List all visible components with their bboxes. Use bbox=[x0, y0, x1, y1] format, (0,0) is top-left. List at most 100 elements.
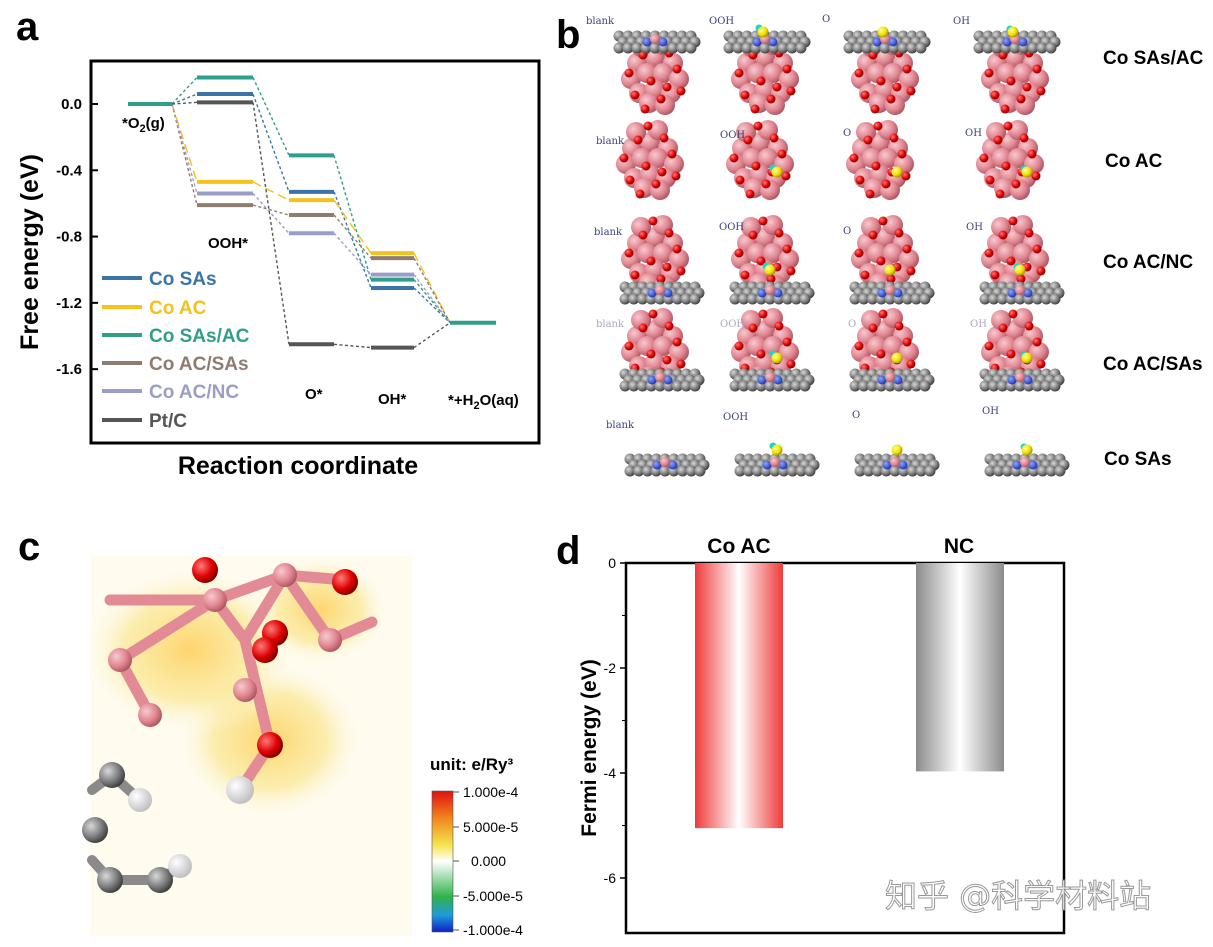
co-ac-nc-blank-oxygen-atom bbox=[646, 256, 656, 266]
co-ac-oh-oxygen-atom bbox=[979, 153, 989, 163]
co-ac-sas-oh-oxygen-atom bbox=[1008, 309, 1018, 319]
co-sas-ac-oh-oxygen-atom bbox=[1036, 86, 1046, 96]
col-label-ooh-r4: OOH bbox=[720, 319, 745, 330]
co-ac-nc-o-carbon-atom bbox=[902, 293, 913, 305]
co-ac-oh-adsorbed-oxygen-atom bbox=[1021, 166, 1033, 178]
co-sas-o-nitrogen-atom bbox=[898, 460, 908, 470]
co-sas-ac-oh-oxygen-atom bbox=[1032, 64, 1042, 74]
panel-letter-d: d bbox=[556, 529, 580, 573]
co-ac-oh-oxygen-atom bbox=[1019, 133, 1029, 143]
co-ac-sas-oh-carbon-atom bbox=[988, 380, 1000, 392]
co-ac-sas-blank-cobalt-atom bbox=[655, 372, 665, 382]
panel-d-frame bbox=[624, 561, 1066, 935]
co-ac-sas-o-oxygen-atom bbox=[854, 341, 864, 351]
co-ac-sas-oh-cobalt-atom bbox=[1015, 372, 1025, 382]
co-ac-sas-ooh-carbon-atom bbox=[747, 380, 758, 392]
co-sas-ac-ooh-carbon-atom bbox=[786, 42, 798, 54]
co-ac-sas-blank-oxygen-atom bbox=[664, 321, 674, 331]
oxygen-atom bbox=[192, 557, 218, 583]
colorbar-ticks: 1.000e-4 5.000e-5 0.000 -5.000e-5 -1.000… bbox=[453, 784, 523, 938]
co-ac-nc-oh-oxygen-atom bbox=[1008, 216, 1018, 226]
co-ac-nc-o-adsorbed-oxygen-atom bbox=[884, 264, 896, 276]
co-sas-ac-blank-nitrogen-atom bbox=[642, 37, 652, 47]
co-sas-ooh-carbon-atom bbox=[752, 465, 763, 477]
colorbar-tick-1: 1.000e-4 bbox=[463, 784, 518, 800]
connector-co-ac-sas bbox=[171, 103, 198, 206]
co-ac-sas-ooh-carbon-atom bbox=[790, 380, 802, 392]
panel-a-legend: Co SAs Co AC Co SAs/AC Co AC/SAs Co AC/N… bbox=[102, 269, 250, 432]
co-ac-nc-ooh-carbon-atom bbox=[738, 293, 750, 305]
co-ac-nc-o-carbon-atom bbox=[867, 293, 878, 305]
co-ac-nc-ooh-oxygen-atom bbox=[740, 270, 750, 280]
co-sas-ac-ooh-carbon-atom bbox=[759, 42, 771, 54]
y-tick-label: -1.6 bbox=[56, 361, 82, 378]
col-label-o-r3: O bbox=[843, 226, 851, 237]
connector-co-ac-nc bbox=[252, 193, 290, 234]
co-ac-nc-ooh-adsorbed-oxygen-atom bbox=[764, 264, 776, 276]
y-tick-label: 0.0 bbox=[61, 96, 82, 113]
co-ac-nc-blank-oxygen-atom bbox=[676, 266, 686, 276]
connector-co-sas bbox=[171, 93, 198, 105]
col-label-oh-r4: OH bbox=[970, 319, 987, 330]
col-label-oh-r1: OH bbox=[953, 16, 970, 27]
co-sas-oh-adsorbed-oxygen-atom bbox=[1021, 444, 1033, 456]
co-sas-blank-carbon-atom bbox=[685, 465, 697, 477]
co-sas-ac-ooh-carbon-atom bbox=[795, 42, 807, 54]
co-sas-ooh-carbon-atom bbox=[734, 465, 746, 477]
co-ac-nc-ooh-oxygen-atom bbox=[748, 230, 758, 240]
co-sas-ac-oh-carbon-atom bbox=[1036, 42, 1048, 54]
panel-b-row-labels: Co SAs/AC Co AC Co AC/NC Co AC/SAs Co SA… bbox=[1103, 48, 1204, 470]
co-sas-ac-o-oxygen-atom bbox=[876, 76, 886, 86]
co-sas-ac-blank-carbon-atom bbox=[613, 42, 625, 54]
panel-a-frame bbox=[89, 59, 541, 445]
co-sas-ac-blank-carbon-atom bbox=[649, 42, 661, 54]
co-sas-ac-oh-oxygen-atom bbox=[1022, 82, 1032, 92]
co-ac-sas-blank-carbon-atom bbox=[654, 380, 666, 392]
co-ac-sas-ooh-oxygen-atom bbox=[786, 359, 796, 369]
connector-co-sas-ac bbox=[333, 155, 372, 280]
carbon-atom bbox=[147, 867, 173, 893]
co-ac-sas-blank-cobalt-atom bbox=[653, 336, 673, 356]
panel-a-x-axis-label: Reaction coordinate bbox=[178, 452, 418, 480]
co-ac-ooh-oxygen-atom bbox=[735, 175, 745, 185]
carbon-atom bbox=[99, 762, 125, 788]
carbon-atom bbox=[97, 867, 123, 893]
co-ac-nc-oh-oxygen-atom bbox=[998, 230, 1008, 240]
co-ac-nc-o-cobalt-atom bbox=[885, 285, 895, 295]
co-ac-ooh-oxygen-atom bbox=[753, 121, 763, 131]
co-sas-ac-oh-cobalt-atom bbox=[1013, 63, 1033, 83]
col-label-blank-r2: blank bbox=[596, 136, 625, 147]
step-label-oh: OH* bbox=[378, 391, 407, 408]
co-ac-o-adsorbed-oxygen-atom bbox=[891, 166, 903, 178]
co-ac-nc-blank-cobalt-atom bbox=[655, 285, 665, 295]
carbon-atom bbox=[82, 817, 108, 843]
bar-label-co-ac: Co AC bbox=[707, 535, 770, 558]
co-ac-nc-oh-oxygen-atom bbox=[1024, 228, 1034, 238]
co-sas-ac-o-carbon-atom bbox=[879, 42, 891, 54]
panel-a-connectors bbox=[171, 77, 451, 349]
co-ac-ooh-adsorbed-oxygen-atom bbox=[771, 166, 783, 178]
co-ac-sas-ooh-carbon-atom bbox=[729, 380, 741, 392]
co-sas-blank-carbon-atom bbox=[677, 465, 688, 477]
co-ac-sas-oh-carbon-atom bbox=[979, 380, 991, 392]
co-ac-nc-ooh-carbon-atom bbox=[729, 293, 741, 305]
bar-co-ac bbox=[695, 563, 783, 829]
co-ac-nc-blank-oxygen-atom bbox=[662, 262, 672, 272]
co-sas-ac-oh-oxygen-atom bbox=[1016, 94, 1026, 104]
bar-nc bbox=[916, 563, 1004, 772]
y-tick-label: -0.4 bbox=[56, 162, 83, 179]
step-label-ooh: OOH* bbox=[208, 235, 248, 252]
panel-a-energy-levels bbox=[128, 75, 496, 350]
co-sas-ooh-carbon-atom bbox=[787, 465, 798, 477]
co-sas-ac-ooh-oxygen-atom bbox=[782, 64, 792, 74]
co-ac-nc-oh-carbon-atom bbox=[988, 293, 1000, 305]
co-ac-sas-o-carbon-atom bbox=[919, 380, 931, 392]
co-sas-o-carbon-atom bbox=[915, 465, 927, 477]
co-sas-ac-ooh-oxygen-atom bbox=[766, 94, 776, 104]
co-sas-ac-o-oxygen-atom bbox=[854, 68, 864, 78]
co-sas-o-cobalt-atom bbox=[890, 457, 900, 467]
co-ac-nc-blank-carbon-atom bbox=[680, 293, 692, 305]
co-ac-oh-oxygen-atom bbox=[1027, 149, 1037, 159]
co-ac-sas-o-carbon-atom bbox=[910, 380, 922, 392]
col-label-blank-r4: blank bbox=[596, 319, 625, 330]
